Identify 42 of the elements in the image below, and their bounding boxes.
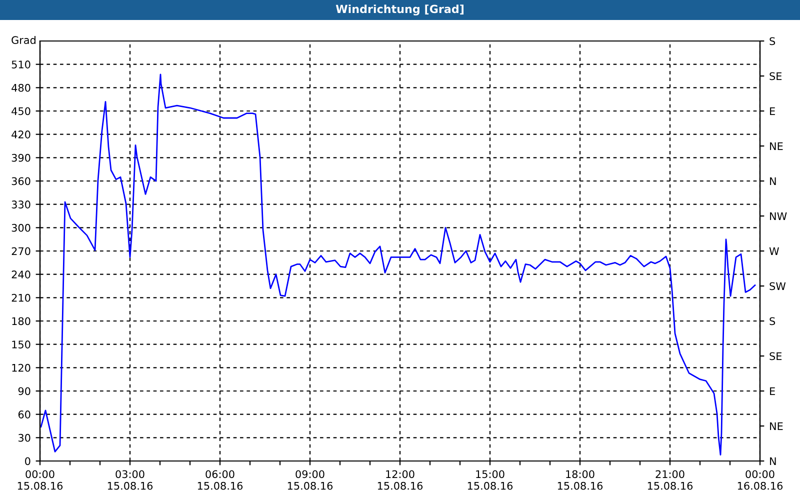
- text: SW: [770, 282, 786, 290]
- text: NE: [770, 142, 783, 150]
- text: E: [770, 387, 775, 395]
- text: E: [770, 107, 775, 115]
- x-tick-label: 09:00 15.08.16: [288, 470, 333, 490]
- y-tick-label: 420: [12, 130, 30, 138]
- y-tick-label: 480: [12, 84, 30, 92]
- y-axis-title: Grad: [12, 36, 36, 44]
- y-tick-label: 300: [12, 224, 30, 232]
- y-tick-label: 150: [12, 340, 30, 348]
- y-tick-label: 90: [18, 387, 30, 396]
- x-tick-label: 00:00 16.08.16: [738, 470, 783, 490]
- text: S: [770, 317, 776, 326]
- x-tick-label: 21:00 15.08.16: [648, 470, 693, 490]
- y-tick-label: 0: [25, 457, 30, 466]
- y-tick-label: 390: [12, 154, 30, 162]
- text: SE: [770, 72, 782, 80]
- text: W: [769, 247, 779, 255]
- x-tick-label: 12:00 15.08.16: [378, 470, 423, 490]
- y-tick-label: 330: [12, 200, 30, 208]
- y-tick-label: 360: [12, 177, 30, 186]
- x-tick-label: 03:00 15.08.16: [108, 470, 153, 490]
- y-tick-label: 510: [12, 60, 30, 68]
- text: N: [770, 177, 776, 185]
- y-tick-label: 180: [12, 317, 30, 326]
- y-tick-label: 210: [12, 294, 30, 302]
- y-tick-label: 60: [18, 410, 30, 418]
- text: N: [770, 457, 776, 465]
- text: S: [770, 37, 776, 46]
- y-tick-label: 120: [12, 364, 30, 372]
- x-tick-label: 18:00 15.08.16: [558, 470, 603, 490]
- y-tick-label: 30: [18, 434, 30, 442]
- y-tick-label: 270: [12, 247, 30, 256]
- chart-title: Windrichtung [Grad]: [336, 4, 464, 16]
- text: NW: [770, 212, 787, 220]
- text: NE: [770, 422, 783, 430]
- x-tick-label: 00:00 15.08.16: [18, 470, 63, 490]
- y-tick-label: 450: [12, 107, 30, 116]
- y-tick-label: 240: [12, 270, 30, 278]
- x-tick-label: 15:00 15.08.16: [468, 470, 513, 490]
- x-tick-label: 06:00 15.08.16: [198, 470, 243, 490]
- text: SE: [770, 352, 782, 360]
